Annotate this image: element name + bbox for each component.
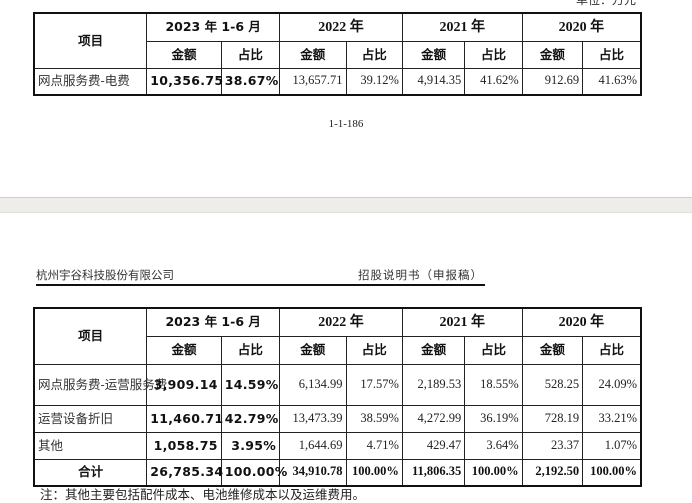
cost-table-top: 项目 2023 年 1-6 月 2022 年 2021 年 2020 年 金额 … — [33, 12, 642, 96]
cell-amount: 4,272.99 — [401, 404, 466, 433]
running-header-rule — [36, 284, 485, 286]
cell-ratio: 17.57% — [345, 363, 403, 406]
cell-ratio: 18.55% — [464, 363, 523, 406]
cell-ratio: 36.19% — [464, 404, 523, 433]
cell-ratio: 100.00% — [345, 458, 403, 487]
header-amount: 金额 — [521, 40, 584, 69]
header-amount: 金额 — [146, 40, 222, 69]
row-label: 其他 — [33, 431, 148, 460]
header-amount: 金额 — [146, 335, 222, 365]
header-period-2020: 2020 年 — [521, 12, 642, 42]
table-row-total: 合计 26,785.34 100.00% 34,910.78 100.00% 1… — [33, 458, 642, 487]
cell-amount: 912.69 — [521, 67, 584, 96]
table-footnote: 注：其他主要包括配件成本、电池维修成本以及运维费用。 — [40, 487, 366, 502]
cell-ratio: 3.95% — [220, 431, 281, 460]
cell-amount: 13,657.71 — [279, 67, 347, 96]
running-header-company: 杭州宇谷科技股份有限公司 — [36, 268, 174, 282]
header-period-2020: 2020 年 — [521, 307, 642, 337]
row-label: 运营设备折旧 — [33, 404, 148, 433]
cell-amount: 11,806.35 — [401, 458, 466, 487]
cell-ratio: 100.00% — [582, 458, 642, 487]
cell-ratio: 100.00% — [220, 458, 287, 487]
unit-label: 单位：万元 — [575, 0, 636, 7]
cell-amount: 3,909.14 — [146, 363, 222, 406]
row-label: 网点服务费-运营服务费 — [33, 363, 167, 406]
cell-amount: 26,785.34 — [146, 458, 223, 487]
header-ratio: 占比 — [345, 40, 403, 69]
cell-ratio: 41.62% — [464, 67, 523, 96]
table-row: 其他 1,058.75 3.95% 1,644.69 4.71% 429.47 … — [33, 431, 642, 460]
cell-amount: 528.25 — [521, 363, 584, 406]
header-ratio: 占比 — [464, 335, 523, 365]
cell-amount: 6,134.99 — [279, 363, 347, 406]
cost-table-bottom: 项目 2023 年 1-6 月 2022 年 2021 年 2020 年 金额 … — [33, 307, 642, 487]
cell-amount: 1,058.75 — [146, 431, 222, 460]
cell-amount: 10,356.75 — [146, 67, 223, 96]
header-ratio: 占比 — [345, 335, 403, 365]
cell-amount: 11,460.71 — [146, 404, 223, 433]
cell-ratio: 38.59% — [345, 404, 403, 433]
cell-ratio: 4.71% — [345, 431, 403, 460]
header-period-2023h1: 2023 年 1-6 月 — [146, 307, 281, 337]
cell-ratio: 41.63% — [582, 67, 642, 96]
table-row: 运营设备折旧 11,460.71 42.79% 13,473.39 38.59%… — [33, 404, 642, 433]
cell-ratio: 100.00% — [464, 458, 523, 487]
header-ratio: 占比 — [464, 40, 523, 69]
header-period-2021: 2021 年 — [401, 12, 523, 42]
cell-amount: 2,192.50 — [521, 458, 584, 487]
header-amount: 金额 — [279, 335, 347, 365]
cell-ratio: 24.09% — [582, 363, 642, 406]
table-row: 网点服务费-电费 10,356.75 38.67% 13,657.71 39.1… — [33, 67, 642, 96]
cell-amount: 429.47 — [401, 431, 466, 460]
cell-amount: 23.37 — [521, 431, 584, 460]
cell-ratio: 3.64% — [464, 431, 523, 460]
header-item: 项目 — [33, 307, 148, 365]
row-label: 网点服务费-电费 — [33, 67, 148, 96]
cell-ratio: 39.12% — [345, 67, 403, 96]
page-break-divider — [0, 197, 692, 213]
header-amount: 金额 — [521, 335, 584, 365]
header-period-2023h1: 2023 年 1-6 月 — [146, 12, 281, 42]
header-ratio: 占比 — [582, 335, 642, 365]
cell-amount: 728.19 — [521, 404, 584, 433]
cell-ratio: 1.07% — [582, 431, 642, 460]
header-period-2021: 2021 年 — [401, 307, 523, 337]
cell-amount: 13,473.39 — [279, 404, 347, 433]
header-item: 项目 — [33, 12, 148, 69]
header-period-2022: 2022 年 — [279, 307, 403, 337]
header-ratio: 占比 — [220, 335, 281, 365]
header-ratio: 占比 — [220, 40, 281, 69]
table-row: 网点服务费-运营服务费 3,909.14 14.59% 6,134.99 17.… — [33, 363, 642, 406]
header-amount: 金额 — [401, 335, 466, 365]
cell-ratio: 33.21% — [582, 404, 642, 433]
cell-amount: 1,644.69 — [279, 431, 347, 460]
header-amount: 金额 — [279, 40, 347, 69]
cell-amount: 4,914.35 — [401, 67, 466, 96]
cell-ratio: 38.67% — [220, 67, 281, 96]
page-number: 1-1-186 — [328, 118, 364, 130]
cell-amount: 2,189.53 — [401, 363, 466, 406]
row-label-total: 合计 — [33, 458, 148, 487]
header-ratio: 占比 — [582, 40, 642, 69]
header-amount: 金额 — [401, 40, 466, 69]
running-header-doc-title: 招股说明书（申报稿） — [358, 268, 483, 282]
cell-ratio: 42.79% — [220, 404, 281, 433]
cell-ratio: 14.59% — [220, 363, 281, 406]
cell-amount: 34,910.78 — [279, 458, 347, 487]
header-period-2022: 2022 年 — [279, 12, 403, 42]
